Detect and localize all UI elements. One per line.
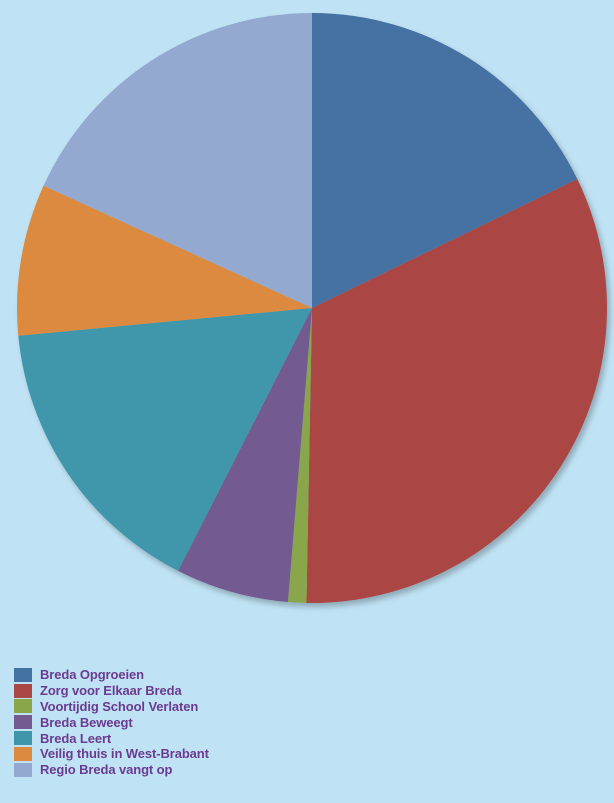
legend-swatch bbox=[14, 715, 32, 730]
legend-label: Breda Opgroeien bbox=[40, 667, 144, 683]
legend-item: Regio Breda vangt op bbox=[14, 762, 209, 778]
legend-item: Breda Opgroeien bbox=[14, 667, 209, 683]
pie-slice-regio-breda-vangt-op bbox=[43, 13, 313, 308]
pie-slice-breda-opgroeien bbox=[312, 13, 578, 308]
legend-label: Breda Leert bbox=[40, 730, 112, 746]
legend: Breda Opgroeien Zorg voor Elkaar Breda Voo… bbox=[14, 667, 209, 778]
pie-slices bbox=[17, 13, 607, 604]
legend-label: Regio Breda vangt op bbox=[40, 762, 173, 778]
pie-slice-breda-leert bbox=[18, 308, 313, 571]
legend-label: Zorg voor Elkaar Breda bbox=[40, 683, 182, 699]
legend-swatch bbox=[14, 699, 32, 714]
legend-item: Breda Leert bbox=[14, 730, 209, 746]
pie-slice-breda-beweegt bbox=[178, 308, 312, 603]
legend-item: Voortijdig School Verlaten bbox=[14, 699, 209, 715]
legend-swatch bbox=[14, 667, 32, 682]
legend-swatch bbox=[14, 683, 32, 698]
legend-item: Veilig thuis in West-Brabant bbox=[14, 746, 209, 762]
legend-swatch bbox=[14, 762, 32, 777]
legend-item: Zorg voor Elkaar Breda bbox=[14, 683, 209, 699]
legend-swatch bbox=[14, 746, 32, 761]
legend-label: Breda Beweegt bbox=[40, 714, 133, 730]
legend-swatch bbox=[14, 731, 32, 746]
pie-slice-zorg-voor-elkaar-breda bbox=[306, 179, 607, 604]
legend-label: Voortijdig School Verlaten bbox=[40, 698, 199, 714]
legend-label: Veilig thuis in West-Brabant bbox=[40, 746, 209, 762]
pie-slice-veilig-thuis-in-west-brabant bbox=[17, 185, 313, 336]
legend-item: Breda Beweegt bbox=[14, 714, 209, 730]
pie-slice-voortijdig-school-verlaten bbox=[287, 308, 312, 603]
